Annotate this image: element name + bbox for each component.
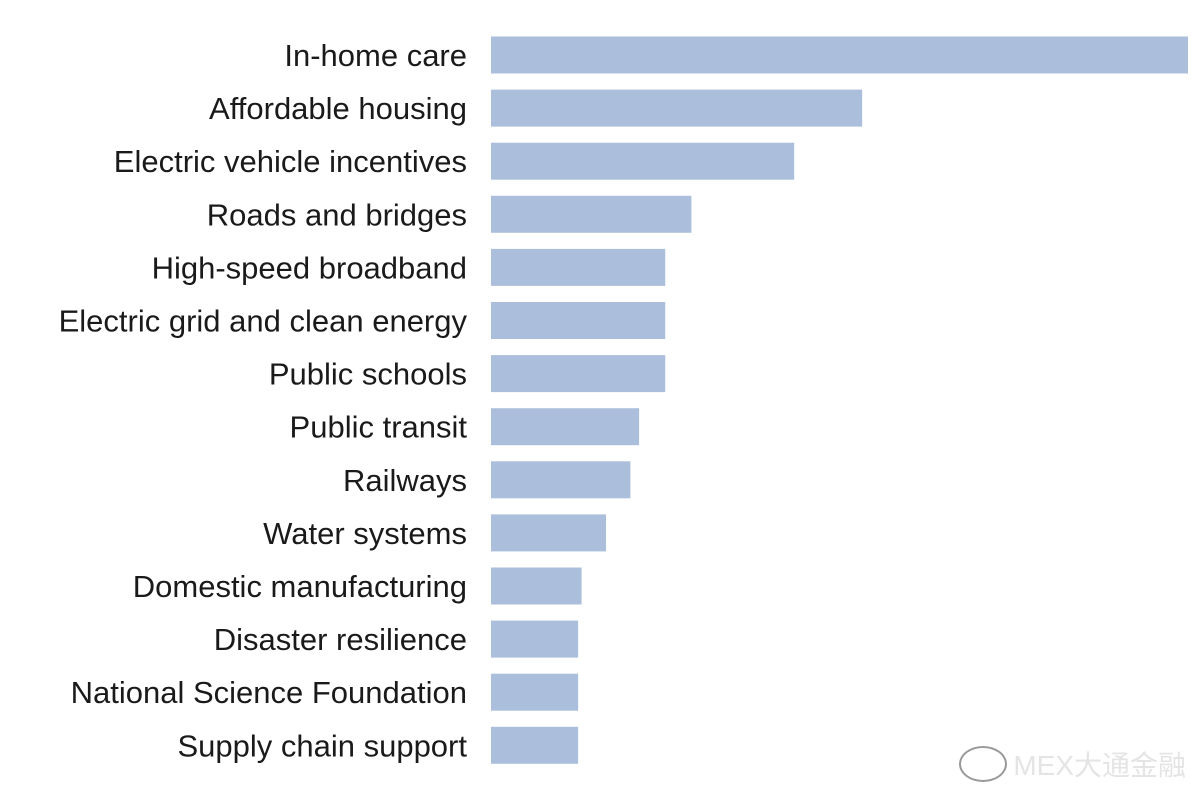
bar <box>491 673 579 711</box>
category-label: Domestic manufacturing <box>133 569 467 604</box>
category-label: Public schools <box>269 357 467 392</box>
category-label: Public transit <box>290 410 468 445</box>
category-label: Disaster resilience <box>214 622 467 657</box>
weibo-logo-icon <box>959 746 1008 782</box>
bar <box>491 302 666 339</box>
bar <box>491 461 631 499</box>
bar <box>491 195 692 233</box>
bar <box>491 355 666 393</box>
watermark-text: MEX大通金融 <box>1013 750 1186 781</box>
category-label: Electric vehicle incentives <box>114 144 467 179</box>
category-label: Water systems <box>263 516 467 551</box>
bar <box>491 36 1188 74</box>
bar <box>491 620 579 658</box>
bar <box>491 408 640 446</box>
bar <box>491 142 795 180</box>
watermark: MEX大通金融 <box>959 744 1186 784</box>
category-label: Roads and bridges <box>207 197 467 232</box>
category-label: Railways <box>343 463 467 498</box>
category-label: High-speed broadband <box>152 250 467 285</box>
bar <box>491 567 582 605</box>
bar <box>491 248 666 286</box>
category-label: Supply chain support <box>177 728 467 763</box>
category-label: In-home care <box>284 38 467 73</box>
bar <box>491 89 863 127</box>
category-label: Affordable housing <box>209 91 467 126</box>
category-label: National Science Foundation <box>71 675 467 710</box>
bar <box>491 514 607 552</box>
bar <box>491 726 579 764</box>
category-label: Electric grid and clean energy <box>59 304 468 339</box>
